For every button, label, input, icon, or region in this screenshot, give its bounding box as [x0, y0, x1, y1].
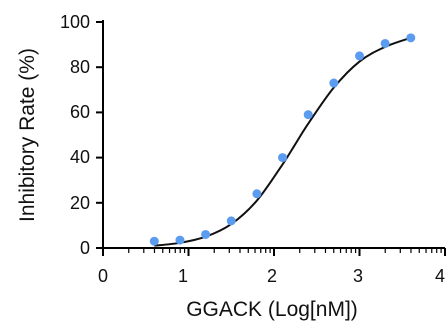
plot-area [96, 20, 446, 256]
x-tick-label-3: 3 [353, 266, 363, 286]
x-tick-label-1: 1 [178, 266, 188, 286]
x-axis-title: GGACK (Log[nM]) [186, 298, 358, 321]
x-tick-label-2: 2 [267, 266, 277, 286]
axes [102, 20, 445, 249]
data-point-9 [380, 38, 390, 48]
y-tick-label-0: 0 [80, 238, 90, 258]
y-axis-title: Inhibitory Rate (%) [16, 48, 39, 222]
x-tick-label-4: 4 [435, 266, 445, 286]
data-point-8 [355, 51, 364, 61]
data-point-1 [175, 235, 185, 245]
x-tick-labels: 0 1 2 3 4 [98, 266, 445, 286]
x-tick-label-0: 0 [98, 266, 108, 286]
data-point-0 [149, 236, 159, 246]
data-point-10 [406, 33, 416, 43]
data-point-2 [201, 229, 211, 239]
y-tick-label-40: 40 [70, 147, 90, 167]
data-point-4 [252, 189, 262, 199]
y-tick-labels: 0 20 40 60 80 100 [60, 12, 90, 258]
y-tick-label-60: 60 [70, 102, 90, 122]
data-point-7 [329, 78, 339, 88]
data-point-3 [226, 216, 236, 226]
y-tick-label-80: 80 [70, 57, 90, 77]
fit-curve [154, 36, 412, 247]
data-point-6 [303, 110, 313, 120]
y-tick-label-20: 20 [70, 193, 90, 213]
y-tick-label-100: 100 [60, 12, 90, 32]
data-point-5 [278, 153, 288, 163]
